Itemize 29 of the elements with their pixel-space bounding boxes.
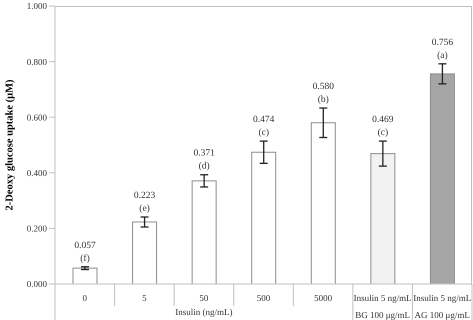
y-tick-label: 1.000 (26, 1, 48, 12)
x-tick-label: 5 (142, 293, 148, 303)
y-tick-label: 0.400 (26, 168, 48, 178)
data-label: 0.057 (f) (74, 240, 96, 264)
x-tick-label: 5000 (314, 293, 333, 303)
bar (132, 222, 158, 284)
x-tick-label: 0 (82, 293, 88, 303)
y-tick-label: 0.200 (26, 224, 48, 234)
x-tick-label: 500 (256, 293, 271, 303)
x-tick-label: Insulin 5 ng/mL AG 100 μg/mL (413, 293, 472, 320)
data-label: 0.469 (c) (372, 115, 394, 138)
bar (192, 180, 217, 284)
bar (251, 152, 276, 284)
bar (430, 73, 455, 284)
data-label: 0.223 (e) (134, 191, 156, 214)
bar (370, 153, 396, 284)
data-label: 0.371 (d) (193, 148, 216, 172)
x-tick-label: Insulin 5 ng/mL BG 100 μg/mL (354, 293, 412, 320)
bar (72, 268, 98, 284)
data-label: 0.580 (b) (312, 82, 334, 106)
y-tick-label: 0.800 (26, 56, 48, 67)
y-axis-title: 2-Deoxy glucose uptake (μM) (4, 78, 16, 211)
data-label: 0.474 (c) (253, 115, 275, 138)
bar (310, 122, 336, 284)
x-tick-label: 50 (199, 293, 209, 303)
y-tick-label: 0.600 (26, 112, 48, 122)
data-label: 0.756 (a) (432, 38, 454, 61)
y-tick-label: 0.000 (26, 279, 48, 290)
x-axis-title: Insulin (ng/mL) (174, 306, 234, 318)
